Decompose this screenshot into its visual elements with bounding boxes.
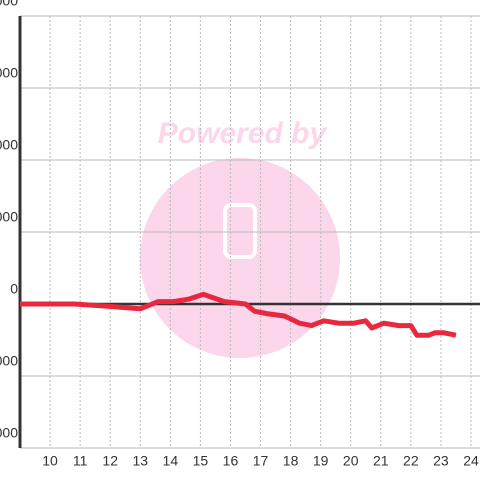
y-tick-label: 3,000 xyxy=(0,209,18,225)
x-tick-label: 19 xyxy=(313,453,329,469)
x-tick-label: 11 xyxy=(73,453,88,469)
y-tick-label: 0 xyxy=(10,281,18,297)
x-tick-label: 23 xyxy=(433,453,449,469)
x-tick-label: 10 xyxy=(42,453,58,469)
data-line xyxy=(20,291,457,338)
x-tick-label: 24 xyxy=(463,453,479,469)
y-tick-label: 12,000 xyxy=(0,0,18,9)
x-tick-label: 12 xyxy=(102,453,118,469)
y-tick-label: -3,000 xyxy=(0,353,18,369)
x-tick-label: 22 xyxy=(403,453,419,469)
x-tick-label: 20 xyxy=(343,453,359,469)
x-tick-label: 18 xyxy=(283,453,299,469)
x-tick-label: 17 xyxy=(253,453,269,469)
x-tick-label: 15 xyxy=(193,453,209,469)
x-tick-label: 14 xyxy=(163,453,179,469)
watermark-icon xyxy=(223,203,257,259)
y-tick-label: 6,000 xyxy=(0,137,18,153)
x-tick-label: 13 xyxy=(132,453,148,469)
y-tick-label: 9,000 xyxy=(0,65,18,81)
watermark-text: Powered by xyxy=(158,117,328,150)
y-tick-label: -6,000 xyxy=(0,425,18,441)
x-tick-label: 16 xyxy=(223,453,239,469)
x-tick-label: 21 xyxy=(373,453,389,469)
